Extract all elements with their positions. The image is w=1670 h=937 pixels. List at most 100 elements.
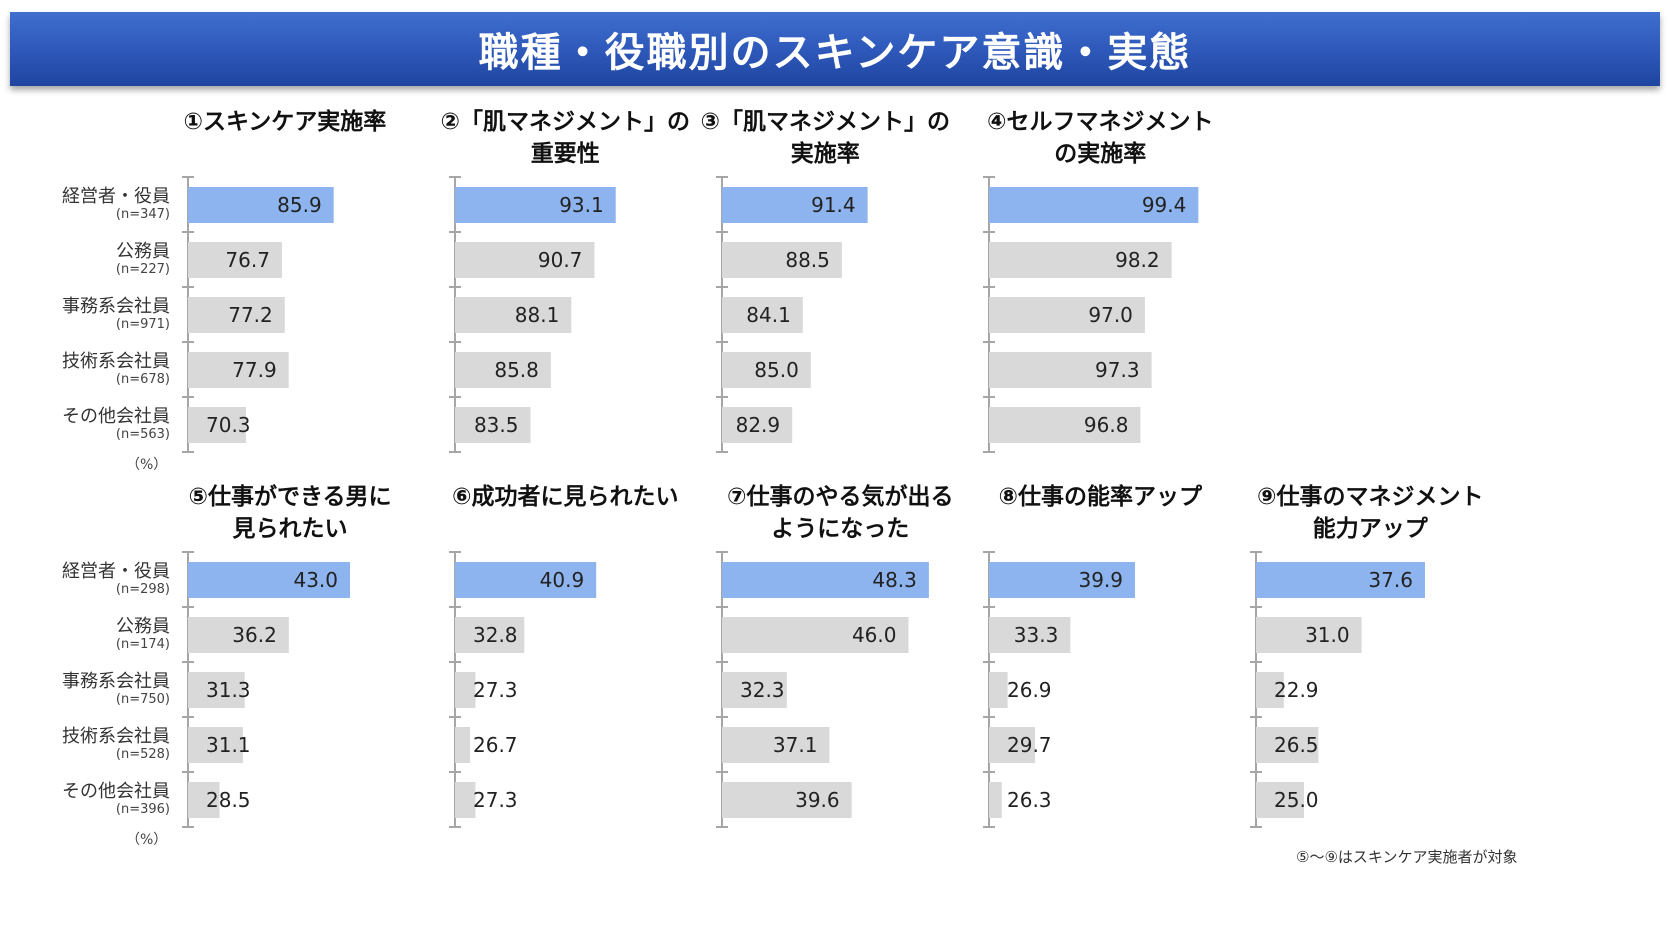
bar: [188, 187, 334, 223]
unit-label: （%）: [126, 457, 168, 473]
bar: [188, 562, 350, 598]
bar: [455, 352, 551, 388]
bar: [722, 407, 793, 443]
bar: [989, 562, 1136, 598]
data-label: 46.0: [852, 623, 897, 647]
data-label: 77.2: [228, 303, 273, 327]
bar: [188, 407, 246, 443]
bar: [455, 407, 531, 443]
bar: [1256, 562, 1425, 598]
bar: [455, 617, 525, 653]
category-name: 技術系会社員: [62, 351, 170, 372]
data-label: 26.9: [1007, 678, 1052, 702]
data-label: 77.9: [232, 358, 277, 382]
data-label: 32.8: [473, 623, 518, 647]
category-label: 公務員 (n=227): [10, 242, 170, 278]
bar: [989, 727, 1036, 763]
bar: [989, 242, 1172, 278]
category-name: 事務系会社員: [62, 296, 170, 317]
bar: [722, 562, 929, 598]
bar: [455, 727, 471, 763]
sample-size: (n=298): [115, 582, 170, 597]
category-label: 公務員 (n=174): [10, 617, 170, 653]
data-label: 31.3: [206, 678, 251, 702]
bar: [722, 782, 852, 818]
bar: [722, 242, 842, 278]
bar: [188, 297, 285, 333]
bar: [188, 672, 245, 708]
bar: [1256, 617, 1362, 653]
data-label: 39.9: [1078, 568, 1123, 592]
data-label: 88.5: [785, 248, 830, 272]
data-label: 31.0: [1305, 623, 1350, 647]
data-label: 32.3: [740, 678, 785, 702]
bar: [455, 187, 616, 223]
data-label: 85.8: [494, 358, 539, 382]
data-label: 76.7: [225, 248, 270, 272]
data-label: 22.9: [1274, 678, 1319, 702]
data-label: 82.9: [736, 413, 781, 437]
data-label: 37.1: [773, 733, 818, 757]
bar: [989, 407, 1141, 443]
category-label: 技術系会社員 (n=528): [10, 727, 170, 763]
chart-title: ⑥成功者に見られたい: [452, 484, 679, 510]
bar: [455, 297, 572, 333]
category-label: 技術系会社員 (n=678): [10, 352, 170, 388]
chart-title: ⑦仕事のやる気が出る ようになった: [727, 484, 954, 542]
data-label: 29.7: [1007, 733, 1052, 757]
category-label: その他会社員 (n=563): [10, 407, 170, 443]
category-name: 事務系会社員: [62, 671, 170, 692]
category-label: 経営者・役員 (n=347): [10, 187, 170, 223]
data-label: 39.6: [795, 788, 840, 812]
sample-size: (n=396): [115, 802, 170, 817]
data-label: 36.2: [232, 623, 277, 647]
sample-size: (n=678): [115, 372, 170, 387]
chart-title: ①スキンケア実施率: [183, 109, 387, 135]
sample-size: (n=347): [115, 207, 170, 222]
bar: [722, 352, 811, 388]
bar: [455, 562, 597, 598]
category-name: 技術系会社員: [62, 726, 170, 747]
footnote: ⑤～⑨はスキンケア実施者が対象: [1296, 848, 1518, 866]
data-label: 99.4: [1142, 193, 1187, 217]
data-label: 96.8: [1084, 413, 1129, 437]
sample-size: (n=563): [115, 427, 170, 442]
category-name: 経営者・役員: [62, 186, 170, 207]
chart-title: ⑤仕事ができる男に 見られたい: [188, 484, 392, 542]
bar: [1256, 672, 1284, 708]
bar: [188, 617, 289, 653]
category-label: 事務系会社員 (n=750): [10, 672, 170, 708]
data-label: 27.3: [473, 788, 518, 812]
category-name: その他会社員: [62, 781, 170, 802]
data-label: 70.3: [206, 413, 251, 437]
bar: [989, 297, 1145, 333]
data-label: 28.5: [206, 788, 251, 812]
data-label: 26.7: [473, 733, 518, 757]
bar: [989, 617, 1071, 653]
data-label: 84.1: [746, 303, 791, 327]
data-label: 85.9: [277, 193, 322, 217]
chart-title: ⑨仕事のマネジメント 能力アップ: [1257, 484, 1484, 542]
data-label: 37.6: [1368, 568, 1413, 592]
data-label: 91.4: [811, 193, 856, 217]
unit-label: （%）: [126, 832, 168, 848]
chart-title: ⑧仕事の能率アップ: [998, 484, 1202, 510]
bar: [722, 727, 830, 763]
data-label: 33.3: [1014, 623, 1059, 647]
bar: [989, 352, 1152, 388]
bar: [1256, 727, 1319, 763]
data-label: 26.3: [1007, 788, 1052, 812]
category-name: その他会社員: [62, 406, 170, 427]
category-name: 公務員: [116, 616, 170, 637]
bar: [188, 782, 220, 818]
bar: [455, 672, 476, 708]
bar: [722, 187, 868, 223]
chart-title: ③「肌マネジメント」の 実施率: [700, 109, 950, 167]
data-label: 43.0: [293, 568, 338, 592]
category-name: 経営者・役員: [62, 561, 170, 582]
sample-size: (n=174): [115, 637, 170, 652]
sample-size: (n=971): [115, 317, 170, 332]
data-label: 40.9: [540, 568, 585, 592]
bar: [455, 242, 595, 278]
